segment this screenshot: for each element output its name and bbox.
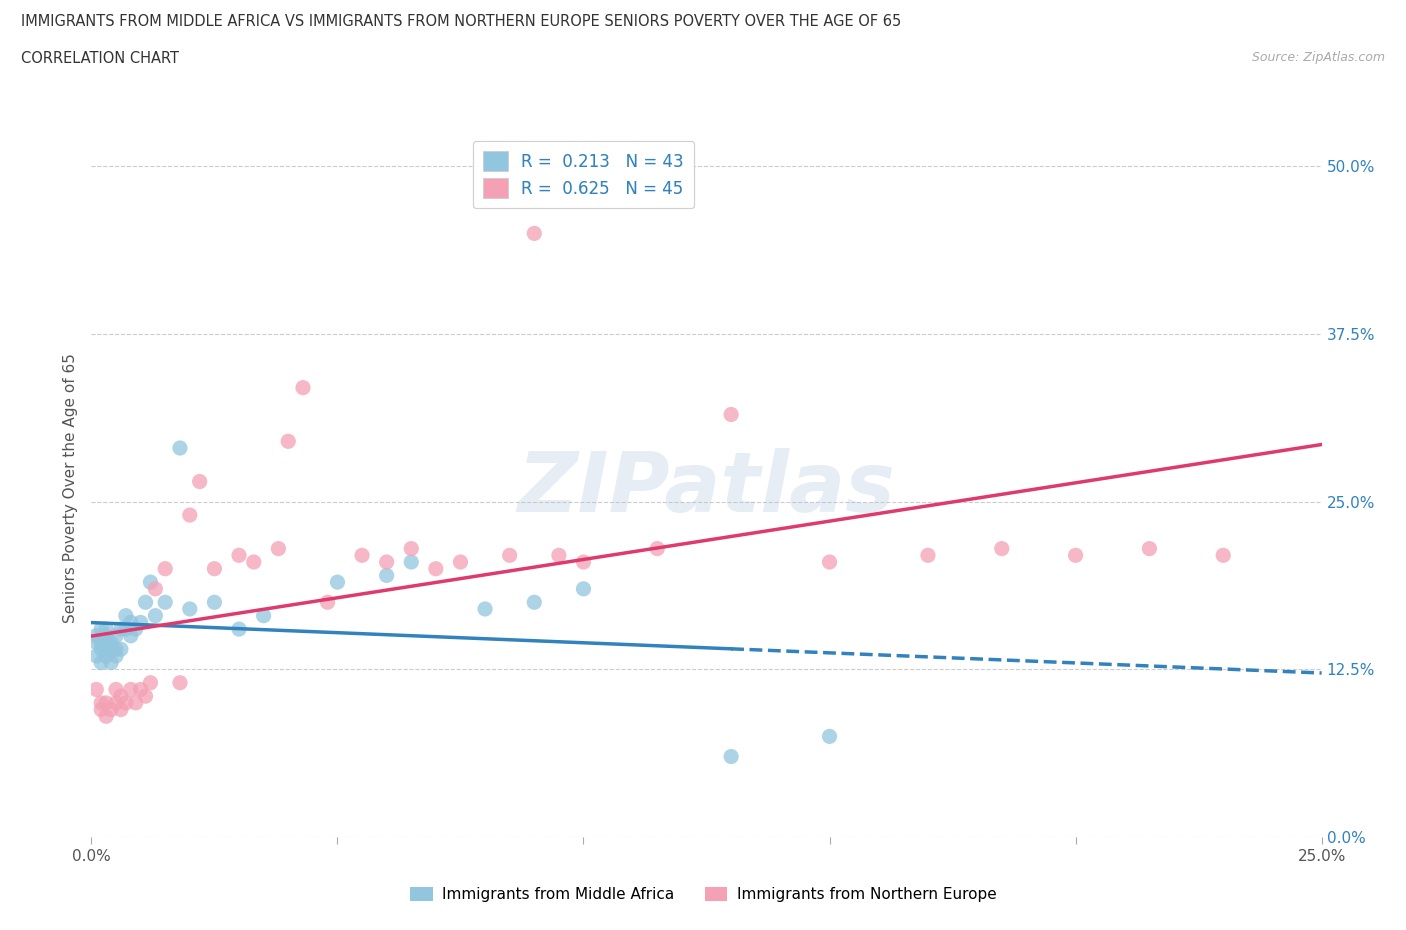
Point: [375, 554, 398, 569]
Point: [474, 602, 496, 617]
Point: [96, 629, 117, 644]
Point: [277, 434, 299, 449]
Point: [139, 575, 162, 590]
Point: [105, 629, 127, 644]
Point: [145, 608, 166, 623]
Point: [100, 642, 122, 657]
Point: [129, 682, 152, 697]
Point: [316, 595, 339, 610]
Point: [100, 702, 122, 717]
Point: [86, 635, 108, 650]
Point: [124, 696, 146, 711]
Point: [720, 749, 742, 764]
Point: [114, 608, 138, 623]
Point: [139, 675, 162, 690]
Point: [145, 581, 166, 596]
Point: [96, 642, 117, 657]
Point: [572, 554, 595, 569]
Point: [96, 635, 117, 650]
Point: [135, 689, 156, 704]
Point: [399, 541, 422, 556]
Point: [188, 474, 211, 489]
Point: [228, 548, 250, 563]
Point: [105, 682, 127, 697]
Legend: R =  0.213   N = 43, R =  0.625   N = 45: R = 0.213 N = 43, R = 0.625 N = 45: [472, 140, 695, 208]
Point: [105, 642, 127, 657]
Point: [1212, 548, 1234, 563]
Point: [818, 554, 841, 569]
Point: [399, 554, 422, 569]
Point: [86, 682, 108, 697]
Point: [352, 548, 374, 563]
Point: [572, 581, 595, 596]
Point: [253, 608, 276, 623]
Text: Source: ZipAtlas.com: Source: ZipAtlas.com: [1251, 51, 1385, 64]
Point: [179, 602, 201, 617]
Text: IMMIGRANTS FROM MIDDLE AFRICA VS IMMIGRANTS FROM NORTHERN EUROPE SENIORS POVERTY: IMMIGRANTS FROM MIDDLE AFRICA VS IMMIGRA…: [21, 14, 901, 29]
Point: [153, 595, 177, 610]
Point: [523, 595, 546, 610]
Point: [169, 675, 191, 690]
Point: [153, 562, 177, 577]
Point: [96, 621, 117, 636]
Point: [818, 729, 841, 744]
Point: [917, 548, 939, 563]
Point: [96, 696, 117, 711]
Point: [120, 629, 142, 644]
Point: [326, 575, 349, 590]
Y-axis label: Seniors Poverty Over the Age of 65: Seniors Poverty Over the Age of 65: [63, 353, 79, 623]
Point: [169, 441, 191, 456]
Point: [498, 548, 520, 563]
Point: [129, 615, 152, 630]
Text: ZIPatlas: ZIPatlas: [517, 447, 896, 529]
Point: [120, 615, 142, 630]
Point: [110, 642, 132, 657]
Point: [124, 621, 146, 636]
Point: [202, 562, 225, 577]
Point: [90, 702, 112, 717]
Point: [267, 541, 290, 556]
Point: [86, 648, 108, 663]
Point: [135, 595, 156, 610]
Point: [523, 226, 546, 241]
Point: [90, 635, 112, 650]
Point: [110, 621, 132, 636]
Point: [202, 595, 225, 610]
Point: [179, 508, 201, 523]
Point: [425, 562, 447, 577]
Point: [105, 696, 127, 711]
Point: [291, 380, 314, 395]
Point: [547, 548, 569, 563]
Point: [110, 689, 132, 704]
Point: [90, 642, 112, 657]
Point: [96, 709, 117, 724]
Point: [228, 621, 250, 636]
Point: [645, 541, 669, 556]
Point: [990, 541, 1012, 556]
Text: CORRELATION CHART: CORRELATION CHART: [21, 51, 179, 66]
Point: [110, 702, 132, 717]
Point: [1064, 548, 1087, 563]
Point: [375, 568, 398, 583]
Point: [90, 621, 112, 636]
Point: [1139, 541, 1161, 556]
Point: [449, 554, 471, 569]
Point: [720, 407, 742, 422]
Point: [114, 621, 138, 636]
Point: [120, 682, 142, 697]
Point: [114, 696, 138, 711]
Point: [100, 635, 122, 650]
Point: [100, 656, 122, 671]
Point: [90, 656, 112, 671]
Point: [242, 554, 264, 569]
Point: [90, 696, 112, 711]
Point: [96, 648, 117, 663]
Point: [105, 648, 127, 663]
Point: [86, 629, 108, 644]
Legend: Immigrants from Middle Africa, Immigrants from Northern Europe: Immigrants from Middle Africa, Immigrant…: [404, 881, 1002, 909]
